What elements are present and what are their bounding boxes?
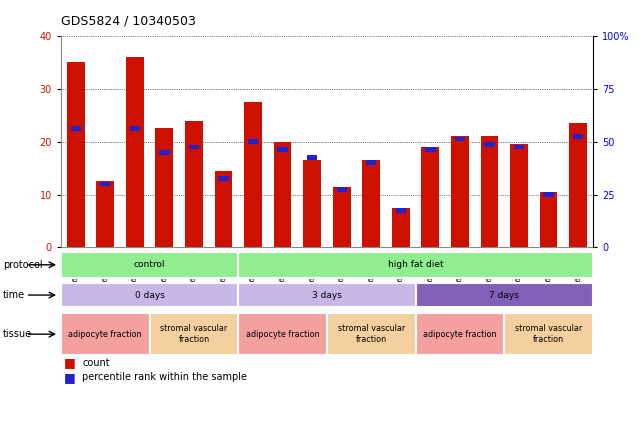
- Bar: [126, 57, 144, 247]
- Bar: [514, 145, 524, 149]
- Bar: [244, 102, 262, 247]
- Text: 3 days: 3 days: [312, 291, 342, 299]
- Bar: [100, 181, 110, 187]
- Text: adipocyte fraction: adipocyte fraction: [69, 330, 142, 339]
- Bar: [395, 208, 406, 213]
- Bar: [303, 160, 321, 247]
- Text: 7 days: 7 days: [489, 291, 519, 299]
- Bar: [188, 145, 199, 149]
- Text: 0 days: 0 days: [135, 291, 165, 299]
- Bar: [540, 192, 558, 247]
- Bar: [337, 187, 347, 192]
- Bar: [504, 313, 593, 355]
- Bar: [274, 142, 292, 247]
- Bar: [451, 137, 469, 247]
- Bar: [61, 283, 238, 307]
- Bar: [67, 62, 85, 247]
- Bar: [185, 121, 203, 247]
- Bar: [327, 313, 415, 355]
- Bar: [454, 137, 465, 141]
- Bar: [415, 313, 504, 355]
- Text: protocol: protocol: [3, 260, 43, 270]
- Text: adipocyte fraction: adipocyte fraction: [423, 330, 497, 339]
- Text: stromal vascular
fraction: stromal vascular fraction: [515, 324, 582, 344]
- Text: adipocyte fraction: adipocyte fraction: [246, 330, 319, 339]
- Text: percentile rank within the sample: percentile rank within the sample: [82, 372, 247, 382]
- Text: GDS5824 / 10340503: GDS5824 / 10340503: [61, 15, 196, 28]
- Text: stromal vascular
fraction: stromal vascular fraction: [338, 324, 405, 344]
- Bar: [215, 171, 232, 247]
- Text: control: control: [134, 260, 165, 269]
- Bar: [392, 208, 410, 247]
- Bar: [238, 283, 415, 307]
- Bar: [569, 123, 587, 247]
- Text: high fat diet: high fat diet: [388, 260, 444, 269]
- Bar: [129, 126, 140, 131]
- Bar: [96, 181, 114, 247]
- Bar: [61, 252, 238, 278]
- Bar: [485, 142, 495, 147]
- Text: tissue: tissue: [3, 329, 32, 339]
- Bar: [149, 313, 238, 355]
- Text: ■: ■: [64, 371, 76, 384]
- Bar: [278, 147, 288, 152]
- Bar: [219, 176, 229, 181]
- Text: count: count: [82, 358, 110, 368]
- Bar: [333, 187, 351, 247]
- Bar: [425, 147, 435, 152]
- Text: ■: ■: [64, 357, 76, 369]
- Bar: [71, 126, 81, 131]
- Text: stromal vascular
fraction: stromal vascular fraction: [160, 324, 228, 344]
- Bar: [422, 147, 439, 247]
- Text: time: time: [3, 290, 26, 300]
- Bar: [362, 160, 380, 247]
- Bar: [156, 129, 173, 247]
- Bar: [573, 134, 583, 139]
- Bar: [544, 192, 554, 197]
- Bar: [159, 150, 169, 155]
- Bar: [61, 313, 149, 355]
- Bar: [307, 155, 317, 160]
- Bar: [366, 160, 376, 165]
- Bar: [248, 139, 258, 144]
- Bar: [415, 283, 593, 307]
- Bar: [238, 313, 327, 355]
- Bar: [481, 137, 498, 247]
- Bar: [238, 252, 593, 278]
- Bar: [510, 144, 528, 247]
